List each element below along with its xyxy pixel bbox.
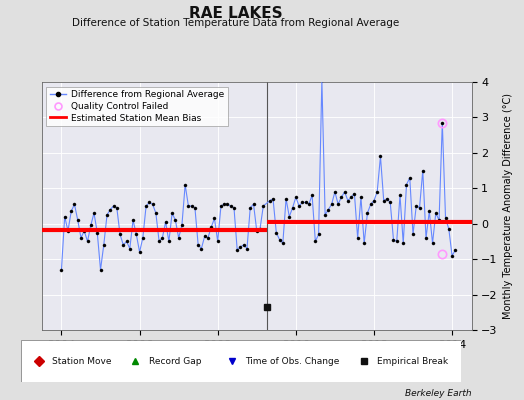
Text: Station Move: Station Move [52,356,111,366]
Text: RAE LAKES: RAE LAKES [189,6,282,21]
Y-axis label: Monthly Temperature Anomaly Difference (°C): Monthly Temperature Anomaly Difference (… [504,93,514,319]
Text: Time of Obs. Change: Time of Obs. Change [245,356,340,366]
Text: Record Gap: Record Gap [149,356,201,366]
Text: Empirical Break: Empirical Break [377,356,449,366]
Text: Berkeley Earth: Berkeley Earth [405,389,472,398]
Legend: Difference from Regional Average, Quality Control Failed, Estimated Station Mean: Difference from Regional Average, Qualit… [47,86,227,126]
Text: Difference of Station Temperature Data from Regional Average: Difference of Station Temperature Data f… [72,18,399,28]
